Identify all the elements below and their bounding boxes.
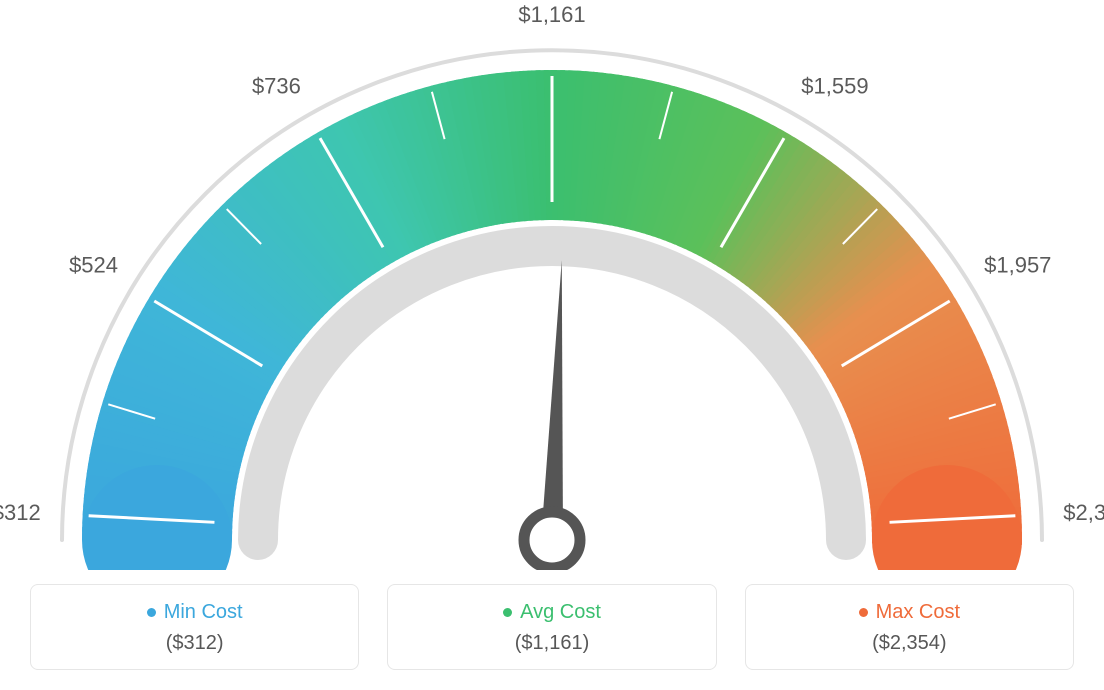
legend-min-title: Min Cost [147,601,243,624]
legend-avg-title: Avg Cost [503,601,601,624]
legend-avg: Avg Cost ($1,161) [387,584,716,670]
gauge-tick-label: $524 [69,253,118,279]
dot-max-icon [859,608,868,617]
legend-max: Max Cost ($2,354) [745,584,1074,670]
dot-min-icon [147,608,156,617]
gauge-tick-label: $312 [0,500,41,526]
dot-avg-icon [503,608,512,617]
gauge-tick-label: $1,161 [518,2,585,28]
legend-avg-label: Avg Cost [520,601,601,624]
gauge-tick-label: $1,957 [984,253,1051,279]
legend-min: Min Cost ($312) [30,584,359,670]
gauge-svg [0,0,1104,570]
legend-min-value: ($312) [41,632,348,655]
legend-max-title: Max Cost [859,601,960,624]
legend-min-label: Min Cost [164,601,243,624]
legend-max-value: ($2,354) [756,632,1063,655]
gauge-tick-label: $736 [252,73,301,99]
legend-row: Min Cost ($312) Avg Cost ($1,161) Max Co… [30,584,1074,670]
cost-gauge-chart: $312 $524 $736 $1,161 $1,559 $1,957 $2,354 Min… [0,0,1104,690]
gauge-tick-label: $1,559 [801,73,868,99]
legend-max-label: Max Cost [876,601,960,624]
gauge-tick-label: $2,354 [1063,500,1104,526]
legend-avg-value: ($1,161) [398,632,705,655]
gauge-area: $312 $524 $736 $1,161 $1,559 $1,957 $2,354 [0,0,1104,570]
